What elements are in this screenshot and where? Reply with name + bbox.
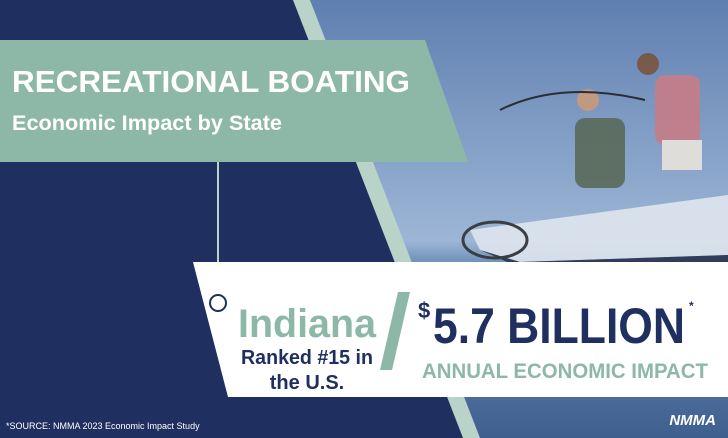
logo: NMMA — [669, 412, 716, 429]
title-banner — [0, 40, 468, 162]
rank-line-2: the U.S. — [270, 372, 344, 394]
source-note: *SOURCE: NMMA 2023 Economic Impact Study — [6, 421, 200, 431]
connector-dot — [209, 294, 227, 312]
state-name: Indiana — [238, 302, 377, 346]
currency-sign: $ — [418, 298, 430, 323]
rank-line-1: Ranked #15 in — [241, 347, 373, 369]
separator-slash — [380, 292, 410, 370]
subtitle: Economic Impact by State — [12, 112, 282, 135]
impact-label: ANNUAL ECONOMIC IMPACT — [422, 360, 708, 383]
info-panel — [193, 262, 728, 397]
title: RECREATIONAL BOATING — [12, 64, 410, 99]
impact-amount: 5.7 BILLION — [433, 298, 685, 354]
asterisk: * — [689, 299, 694, 313]
